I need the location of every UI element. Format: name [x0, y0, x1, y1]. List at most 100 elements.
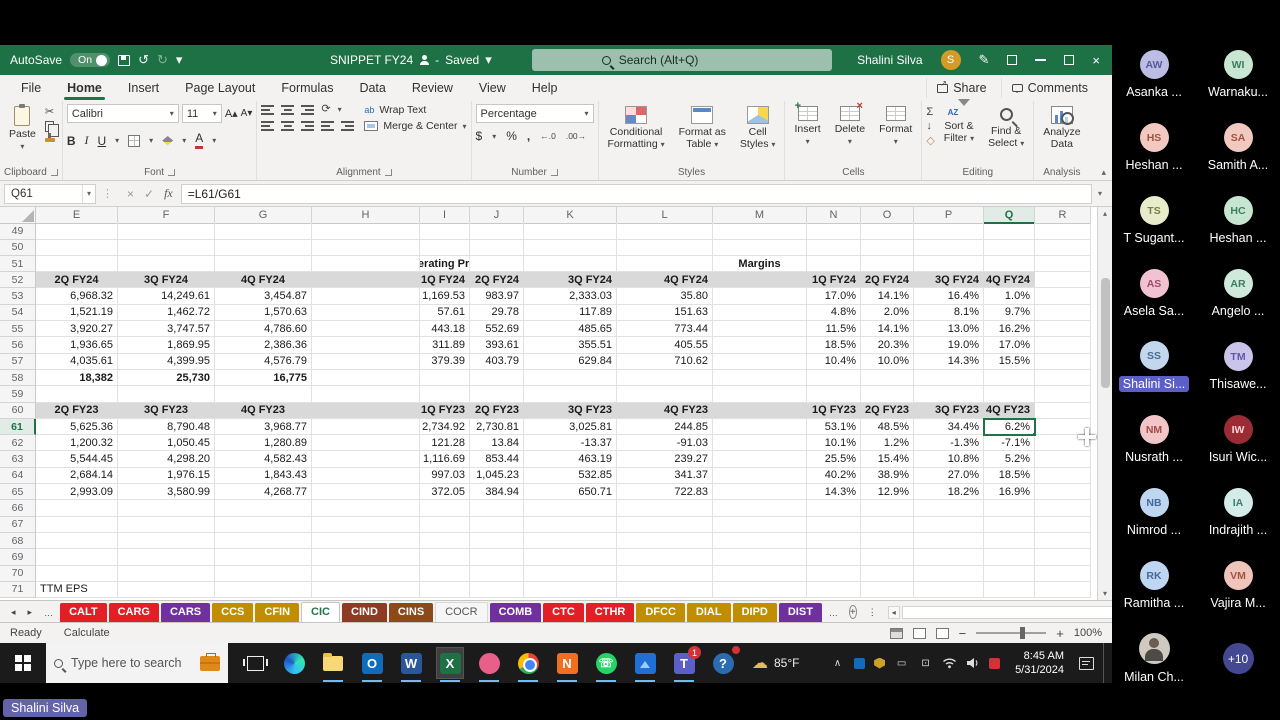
cell-E51[interactable]: [36, 255, 118, 273]
cell-F70[interactable]: [118, 565, 215, 582]
sheet-overflow-right[interactable]: …: [828, 608, 838, 618]
sheet-overflow-left[interactable]: …: [44, 608, 54, 618]
tray-display-icon[interactable]: ▭: [896, 657, 907, 669]
conditional-formatting-button[interactable]: Conditional Formatting ▾: [603, 104, 670, 152]
zoom-in-icon[interactable]: +: [1056, 625, 1064, 641]
collapse-ribbon-icon[interactable]: ▴: [1101, 167, 1106, 177]
cell-P56[interactable]: 19.0%: [914, 337, 984, 354]
ribbon-tab-review[interactable]: Review: [411, 81, 453, 95]
clear-icon[interactable]: ◇: [926, 135, 935, 147]
cell-E52[interactable]: 2Q FY24: [36, 272, 118, 289]
cell-L66[interactable]: [617, 500, 713, 517]
percent-style-icon[interactable]: %: [506, 129, 517, 143]
cell-K55[interactable]: 485.65: [524, 321, 617, 338]
cell-I55[interactable]: 443.18: [420, 321, 470, 338]
cell-L51[interactable]: [617, 255, 713, 273]
cell-Q61[interactable]: 6.2%: [983, 417, 1036, 437]
cell-J67[interactable]: [470, 516, 524, 533]
cell-J69[interactable]: [470, 549, 524, 566]
cell-G55[interactable]: 4,786.60: [215, 321, 312, 338]
minimize-button[interactable]: [1035, 59, 1047, 61]
row-header-68[interactable]: 68: [0, 532, 36, 550]
fill-color-icon[interactable]: [162, 136, 174, 145]
enter-icon[interactable]: ✓: [144, 186, 155, 201]
align-left-icon[interactable]: [261, 121, 275, 131]
cell-K70[interactable]: [524, 565, 617, 582]
row-header-66[interactable]: 66: [0, 500, 36, 517]
cell-M66[interactable]: [713, 500, 807, 517]
cell-E69[interactable]: [36, 549, 118, 566]
cell-J53[interactable]: 983.97: [470, 288, 524, 305]
cell-F53[interactable]: 14,249.61: [118, 288, 215, 305]
participant-ramitha[interactable]: RK Ramitha ...: [1112, 549, 1196, 622]
cell-O60[interactable]: 2Q FY23: [861, 402, 914, 419]
cell-G57[interactable]: 4,576.79: [215, 353, 312, 370]
cell-E60[interactable]: 2Q FY23: [36, 402, 118, 419]
cell-J68[interactable]: [470, 532, 524, 550]
autosum-icon[interactable]: Σ: [926, 106, 934, 118]
cell-E49[interactable]: [36, 223, 118, 240]
sheet-tab-cic[interactable]: CIC: [301, 601, 340, 622]
cell-G64[interactable]: 1,843.43: [215, 467, 312, 485]
cell-H59[interactable]: [312, 386, 420, 403]
cell-O69[interactable]: [861, 549, 914, 566]
sheet-tab-ccs[interactable]: CCS: [212, 602, 254, 622]
insert-cells-button[interactable]: Insert▾: [789, 100, 825, 148]
cell-O50[interactable]: [861, 239, 914, 256]
cell-I69[interactable]: [420, 549, 470, 566]
row-header-56[interactable]: 56: [0, 337, 36, 354]
cell-O68[interactable]: [861, 532, 914, 550]
cell-N63[interactable]: 25.5%: [807, 451, 861, 468]
show-desktop-button[interactable]: [1103, 643, 1108, 683]
sheet-tab-cthr[interactable]: CTHR: [585, 602, 635, 622]
cell-J55[interactable]: 552.69: [470, 321, 524, 338]
cell-O70[interactable]: [861, 565, 914, 582]
cell-O54[interactable]: 2.0%: [861, 304, 914, 322]
column-header-N[interactable]: N: [807, 207, 861, 224]
autosave-toggle[interactable]: On: [70, 53, 111, 67]
column-header-O[interactable]: O: [861, 207, 914, 224]
cell-O49[interactable]: [861, 223, 914, 240]
cell-Q60[interactable]: 4Q FY23: [984, 402, 1035, 419]
cell-P54[interactable]: 8.1%: [914, 304, 984, 322]
cell-Q62[interactable]: -7.1%: [984, 435, 1035, 452]
accounting-format-icon[interactable]: $: [475, 129, 483, 143]
cell-Q57[interactable]: 15.5%: [984, 353, 1035, 370]
photos-button[interactable]: [632, 648, 658, 682]
participant-isuri-wic[interactable]: IW Isuri Wic...: [1196, 403, 1280, 476]
decrease-font-icon[interactable]: A▾: [240, 108, 253, 119]
cell-N50[interactable]: [807, 239, 861, 256]
cell-H57[interactable]: [312, 353, 420, 370]
volume-icon[interactable]: [966, 657, 980, 669]
cell-J51[interactable]: [470, 255, 524, 273]
sheet-tab-carg[interactable]: CARG: [108, 602, 159, 622]
ribbon-tab-home[interactable]: Home: [54, 77, 115, 100]
cell-E56[interactable]: 1,936.65: [36, 337, 118, 354]
cell-R65[interactable]: [1035, 484, 1091, 501]
cell-L68[interactable]: [617, 532, 713, 550]
permissions-icon[interactable]: [419, 55, 430, 65]
cell-K62[interactable]: -13.37: [524, 435, 617, 452]
participant-asela-sa[interactable]: AS Asela Sa...: [1112, 257, 1196, 330]
cell-L64[interactable]: 341.37: [617, 467, 713, 485]
hscroll-left-icon[interactable]: ◂: [887, 606, 900, 619]
cell-I49[interactable]: [420, 223, 470, 240]
cell-K61[interactable]: 3,025.81: [524, 418, 617, 436]
cell-L50[interactable]: [617, 239, 713, 256]
cell-L70[interactable]: [617, 565, 713, 582]
cell-L55[interactable]: 773.44: [617, 321, 713, 338]
horizontal-scrollbar[interactable]: ◂ ▸: [884, 606, 1150, 622]
cell-O62[interactable]: 1.2%: [861, 435, 914, 452]
cell-N49[interactable]: [807, 223, 861, 240]
participant-asanka[interactable]: AW Asanka ...: [1112, 38, 1196, 111]
row-header-57[interactable]: 57: [0, 353, 36, 370]
cell-F60[interactable]: 3Q FY23: [118, 402, 215, 419]
cell-H69[interactable]: [312, 549, 420, 566]
cell-G59[interactable]: [215, 386, 312, 403]
cell-N52[interactable]: 1Q FY24: [807, 272, 861, 289]
cell-Q63[interactable]: 5.2%: [984, 451, 1035, 468]
tray-expand-icon[interactable]: ∧: [833, 657, 842, 669]
cell-L56[interactable]: 405.55: [617, 337, 713, 354]
outlook-button[interactable]: O: [359, 648, 385, 682]
participant-t-sugant[interactable]: TS T Sugant...: [1112, 184, 1196, 257]
